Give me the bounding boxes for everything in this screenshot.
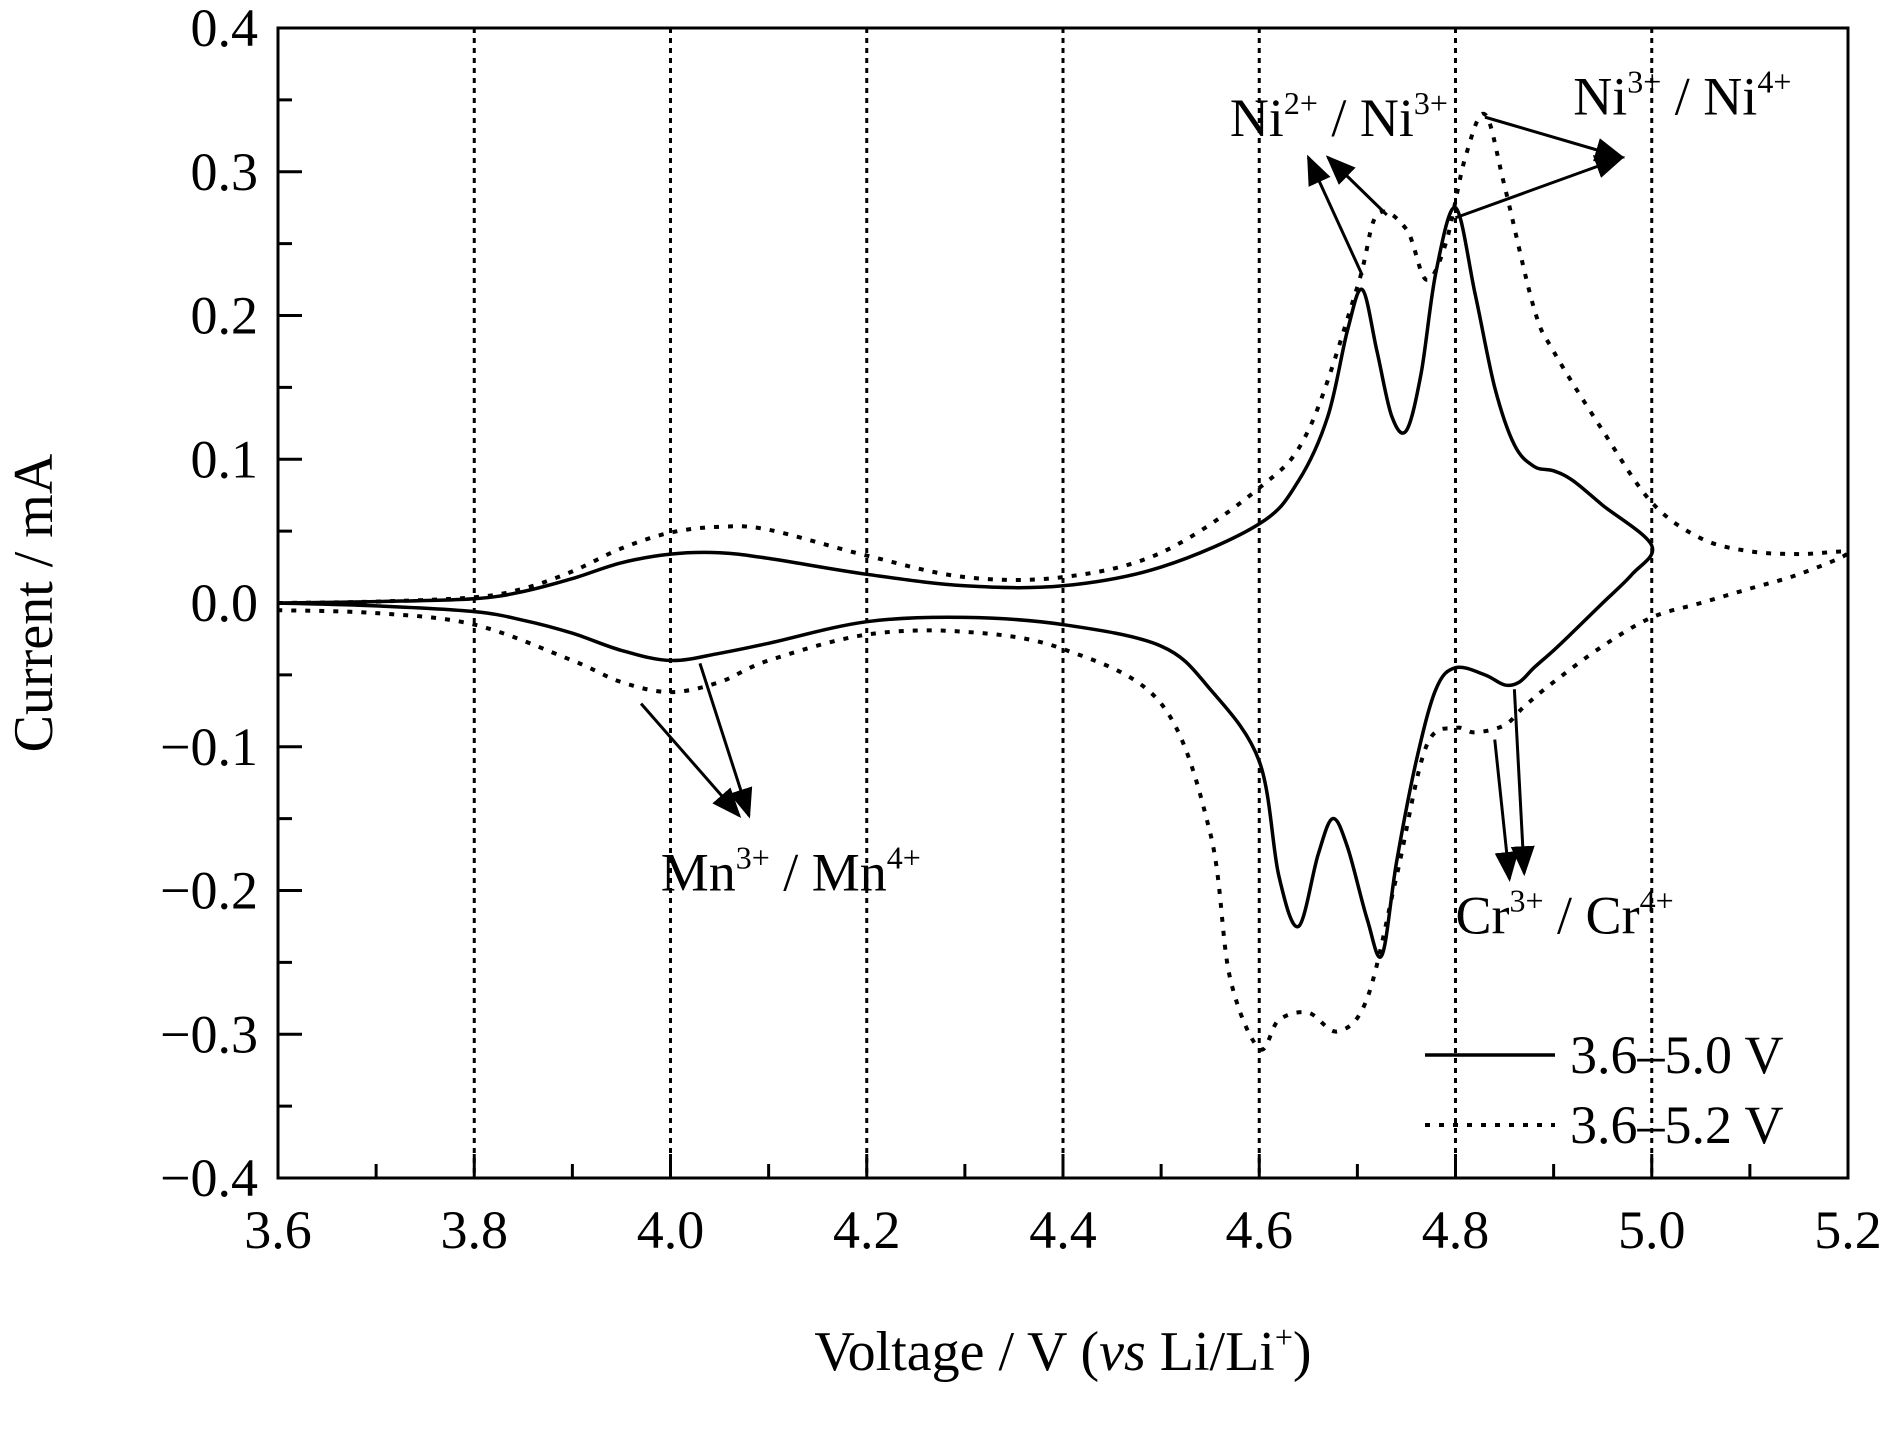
x-tick-label-1: 3.8 (441, 1200, 509, 1260)
annotation-mn34: Mn3+ / Mn4+ (639, 662, 921, 903)
annotation-cr34-label: Cr3+ / Cr4+ (1456, 883, 1674, 946)
x-axis-title: Voltage / V (vs Li/Li+) (814, 1319, 1311, 1383)
x-tick-label-8: 5.2 (1814, 1200, 1882, 1260)
annotation-mn34-arrow-1 (639, 702, 742, 819)
annotation-mn34-arrow-0 (698, 662, 753, 819)
y-axis-title: Current / mA (3, 453, 65, 752)
legend-label-1: 3.6–5.0 V (1570, 1025, 1784, 1085)
y-tick-label-6: 0.2 (191, 286, 259, 346)
x-tick-label-2: 4.0 (637, 1200, 705, 1260)
x-tick-label-3: 4.2 (833, 1200, 901, 1260)
x-tick-label-4: 4.4 (1029, 1200, 1097, 1260)
annotations: Ni2+ / Ni3+ Ni3+ / Ni4+ Mn3+ / Mn4+ Cr3+ / … (639, 63, 1791, 946)
annotation-ni34: Ni3+ / Ni4+ (1454, 63, 1791, 220)
x-axis-title-italic: vs (1099, 1321, 1146, 1383)
x-axis-title-pre: Voltage / V ( (814, 1321, 1099, 1383)
series-1-line (277, 205, 1655, 959)
y-tick-label-3: −0.1 (160, 717, 258, 777)
y-tick-label-1: −0.3 (160, 1004, 258, 1064)
annotation-ni23-arrow-0 (1306, 154, 1364, 276)
annotation-cr34-arrow-1 (1510, 689, 1535, 877)
y-tick-label-8: 0.4 (191, 0, 259, 58)
x-tick-label-5: 4.6 (1226, 1200, 1294, 1260)
y-tick-label-4: 0.0 (191, 573, 259, 633)
annotation-ni34-arrow-0 (1484, 115, 1626, 162)
annotation-ni23-arrow-1 (1325, 155, 1388, 216)
annotation-ni34-arrow-1 (1454, 155, 1626, 220)
annotation-cr34-arrow-0 (1493, 739, 1519, 882)
x-axis-title-post: ) (1293, 1321, 1312, 1383)
series-2-line (277, 111, 1850, 1052)
legend: 3.6–5.0 V 3.6–5.2 V (1425, 1025, 1784, 1155)
y-tick-label-0: −0.4 (160, 1148, 258, 1208)
annotation-ni23: Ni2+ / Ni3+ (1230, 85, 1448, 276)
annotation-mn34-label: Mn3+ / Mn4+ (661, 840, 921, 903)
axis-ticks: 3.6 3.8 4.0 4.2 4.4 4.6 4.8 5.0 5.2 −0.4 −0.3 −0.2 −… (160, 0, 1882, 1260)
annotation-ni23-label: Ni2+ / Ni3+ (1230, 85, 1448, 148)
x-axis-title-mid: Li/Li (1146, 1321, 1275, 1383)
series-layer (277, 111, 1850, 1052)
annotation-cr34: Cr3+ / Cr4+ (1456, 689, 1674, 946)
x-axis-title-sup: + (1275, 1319, 1293, 1355)
gridlines (472, 28, 1654, 1178)
y-tick-label-5: 0.1 (191, 429, 259, 489)
y-tick-label-7: 0.3 (191, 142, 259, 202)
annotation-ni34-label: Ni3+ / Ni4+ (1573, 63, 1791, 126)
legend-label-2: 3.6–5.2 V (1570, 1095, 1784, 1155)
x-tick-label-6: 4.8 (1422, 1200, 1490, 1260)
y-tick-label-2: −0.2 (160, 861, 258, 921)
x-tick-label-0: 3.6 (244, 1200, 312, 1260)
x-tick-label-7: 5.0 (1618, 1200, 1686, 1260)
